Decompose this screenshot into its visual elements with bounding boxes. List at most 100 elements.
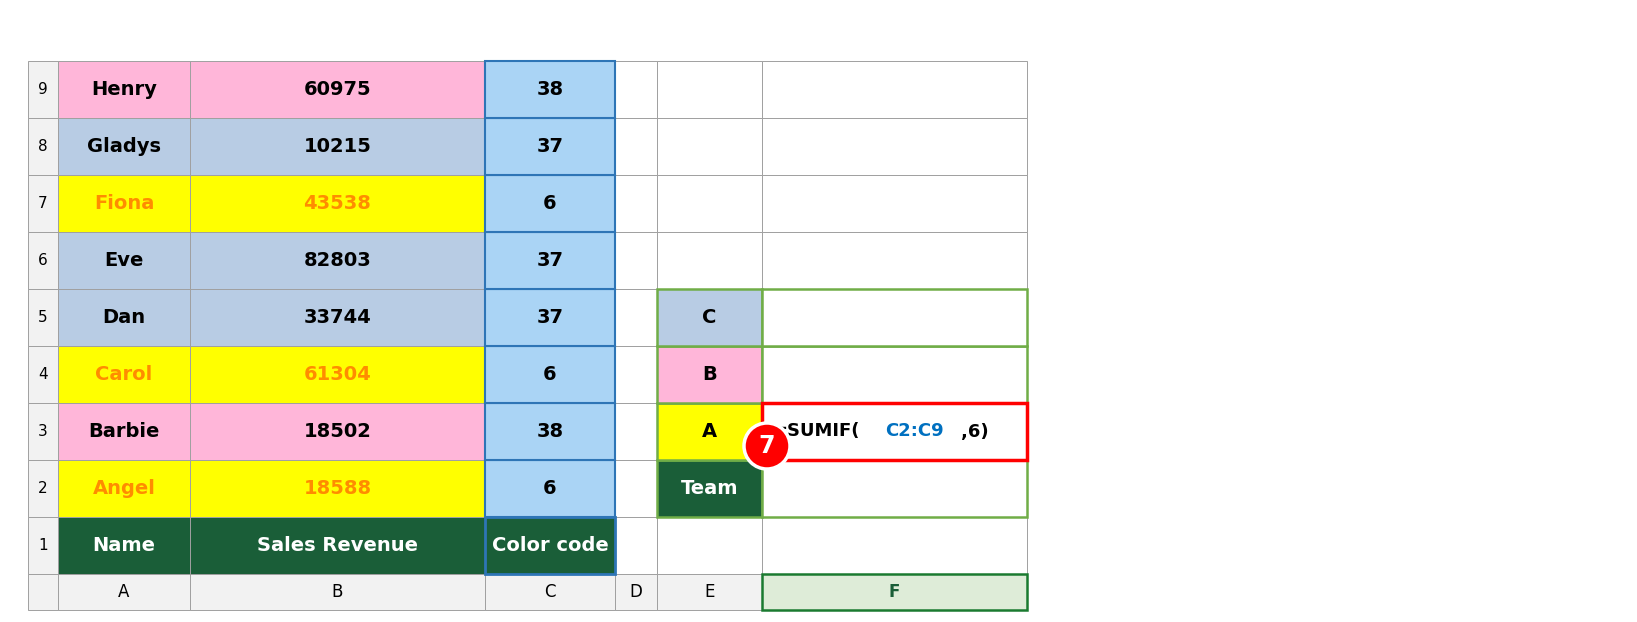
FancyBboxPatch shape	[190, 460, 485, 517]
FancyBboxPatch shape	[485, 175, 616, 232]
FancyBboxPatch shape	[485, 460, 616, 517]
Text: Team: Team	[681, 479, 738, 498]
FancyBboxPatch shape	[190, 517, 485, 574]
Text: B: B	[332, 583, 344, 601]
FancyBboxPatch shape	[761, 460, 1026, 517]
FancyBboxPatch shape	[761, 403, 1026, 460]
FancyBboxPatch shape	[190, 403, 485, 460]
Text: A: A	[118, 583, 129, 601]
FancyBboxPatch shape	[761, 574, 1026, 610]
FancyBboxPatch shape	[57, 232, 190, 289]
FancyBboxPatch shape	[656, 460, 761, 517]
FancyBboxPatch shape	[761, 289, 1026, 346]
Text: 4: 4	[38, 367, 47, 382]
FancyBboxPatch shape	[57, 175, 190, 232]
Text: Gladys: Gladys	[87, 137, 160, 156]
FancyBboxPatch shape	[57, 574, 190, 610]
Text: 38: 38	[537, 80, 563, 99]
FancyBboxPatch shape	[485, 403, 616, 460]
Text: =SUMIF(: =SUMIF(	[773, 422, 859, 440]
Text: C: C	[702, 308, 717, 327]
FancyBboxPatch shape	[485, 61, 616, 118]
Text: B: B	[702, 365, 717, 384]
FancyBboxPatch shape	[57, 289, 190, 346]
FancyBboxPatch shape	[616, 61, 656, 118]
Text: 33744: 33744	[303, 308, 372, 327]
FancyBboxPatch shape	[656, 517, 761, 574]
FancyBboxPatch shape	[616, 346, 656, 403]
FancyBboxPatch shape	[190, 61, 485, 118]
FancyBboxPatch shape	[28, 289, 57, 346]
FancyBboxPatch shape	[656, 61, 761, 118]
FancyBboxPatch shape	[656, 175, 761, 232]
Text: 60975: 60975	[304, 80, 372, 99]
Text: Dan: Dan	[103, 308, 146, 327]
FancyBboxPatch shape	[485, 517, 616, 574]
Text: 2: 2	[38, 481, 47, 496]
Text: 10215: 10215	[303, 137, 372, 156]
Text: E: E	[704, 583, 715, 601]
FancyBboxPatch shape	[761, 289, 1026, 346]
Text: Color code: Color code	[491, 536, 609, 555]
FancyBboxPatch shape	[616, 517, 656, 574]
FancyBboxPatch shape	[616, 289, 656, 346]
FancyBboxPatch shape	[190, 346, 485, 403]
Text: 43538: 43538	[303, 194, 372, 213]
Text: 37: 37	[537, 251, 563, 270]
FancyBboxPatch shape	[485, 346, 616, 403]
FancyBboxPatch shape	[616, 460, 656, 517]
Text: 7: 7	[38, 196, 47, 211]
FancyBboxPatch shape	[28, 232, 57, 289]
Text: 82803: 82803	[303, 251, 372, 270]
FancyBboxPatch shape	[656, 289, 761, 346]
FancyBboxPatch shape	[761, 403, 1026, 460]
Text: 6: 6	[543, 479, 557, 498]
Text: 38: 38	[537, 422, 563, 441]
FancyBboxPatch shape	[761, 517, 1026, 574]
Text: 7: 7	[760, 434, 776, 458]
FancyBboxPatch shape	[656, 346, 761, 403]
FancyBboxPatch shape	[656, 232, 761, 289]
FancyBboxPatch shape	[761, 346, 1026, 403]
Text: ,6): ,6)	[961, 422, 989, 440]
FancyBboxPatch shape	[761, 232, 1026, 289]
FancyBboxPatch shape	[57, 61, 190, 118]
Text: Carol: Carol	[95, 365, 152, 384]
FancyBboxPatch shape	[57, 346, 190, 403]
FancyBboxPatch shape	[616, 232, 656, 289]
FancyBboxPatch shape	[190, 232, 485, 289]
FancyBboxPatch shape	[190, 289, 485, 346]
FancyBboxPatch shape	[57, 403, 190, 460]
Text: 9: 9	[38, 82, 47, 97]
FancyBboxPatch shape	[616, 118, 656, 175]
Text: Name: Name	[93, 536, 156, 555]
Text: 18502: 18502	[303, 422, 372, 441]
FancyBboxPatch shape	[761, 460, 1026, 517]
Text: 5: 5	[38, 310, 47, 325]
FancyBboxPatch shape	[761, 61, 1026, 118]
FancyBboxPatch shape	[616, 574, 656, 610]
Text: 1: 1	[38, 538, 47, 553]
FancyBboxPatch shape	[28, 403, 57, 460]
FancyBboxPatch shape	[616, 403, 656, 460]
FancyBboxPatch shape	[656, 346, 761, 403]
FancyBboxPatch shape	[190, 175, 485, 232]
Text: Henry: Henry	[92, 80, 157, 99]
Text: 37: 37	[537, 308, 563, 327]
FancyBboxPatch shape	[485, 118, 616, 175]
FancyBboxPatch shape	[57, 517, 190, 574]
Text: C2:C9: C2:C9	[886, 422, 943, 440]
FancyBboxPatch shape	[656, 289, 761, 346]
Text: Fiona: Fiona	[93, 194, 154, 213]
FancyBboxPatch shape	[761, 118, 1026, 175]
FancyBboxPatch shape	[28, 175, 57, 232]
Text: Barbie: Barbie	[88, 422, 160, 441]
FancyBboxPatch shape	[28, 517, 57, 574]
FancyBboxPatch shape	[616, 175, 656, 232]
Text: Eve: Eve	[105, 251, 144, 270]
Text: 6: 6	[543, 194, 557, 213]
FancyBboxPatch shape	[28, 460, 57, 517]
FancyBboxPatch shape	[656, 403, 761, 460]
Text: F: F	[889, 583, 900, 601]
Circle shape	[743, 423, 791, 469]
